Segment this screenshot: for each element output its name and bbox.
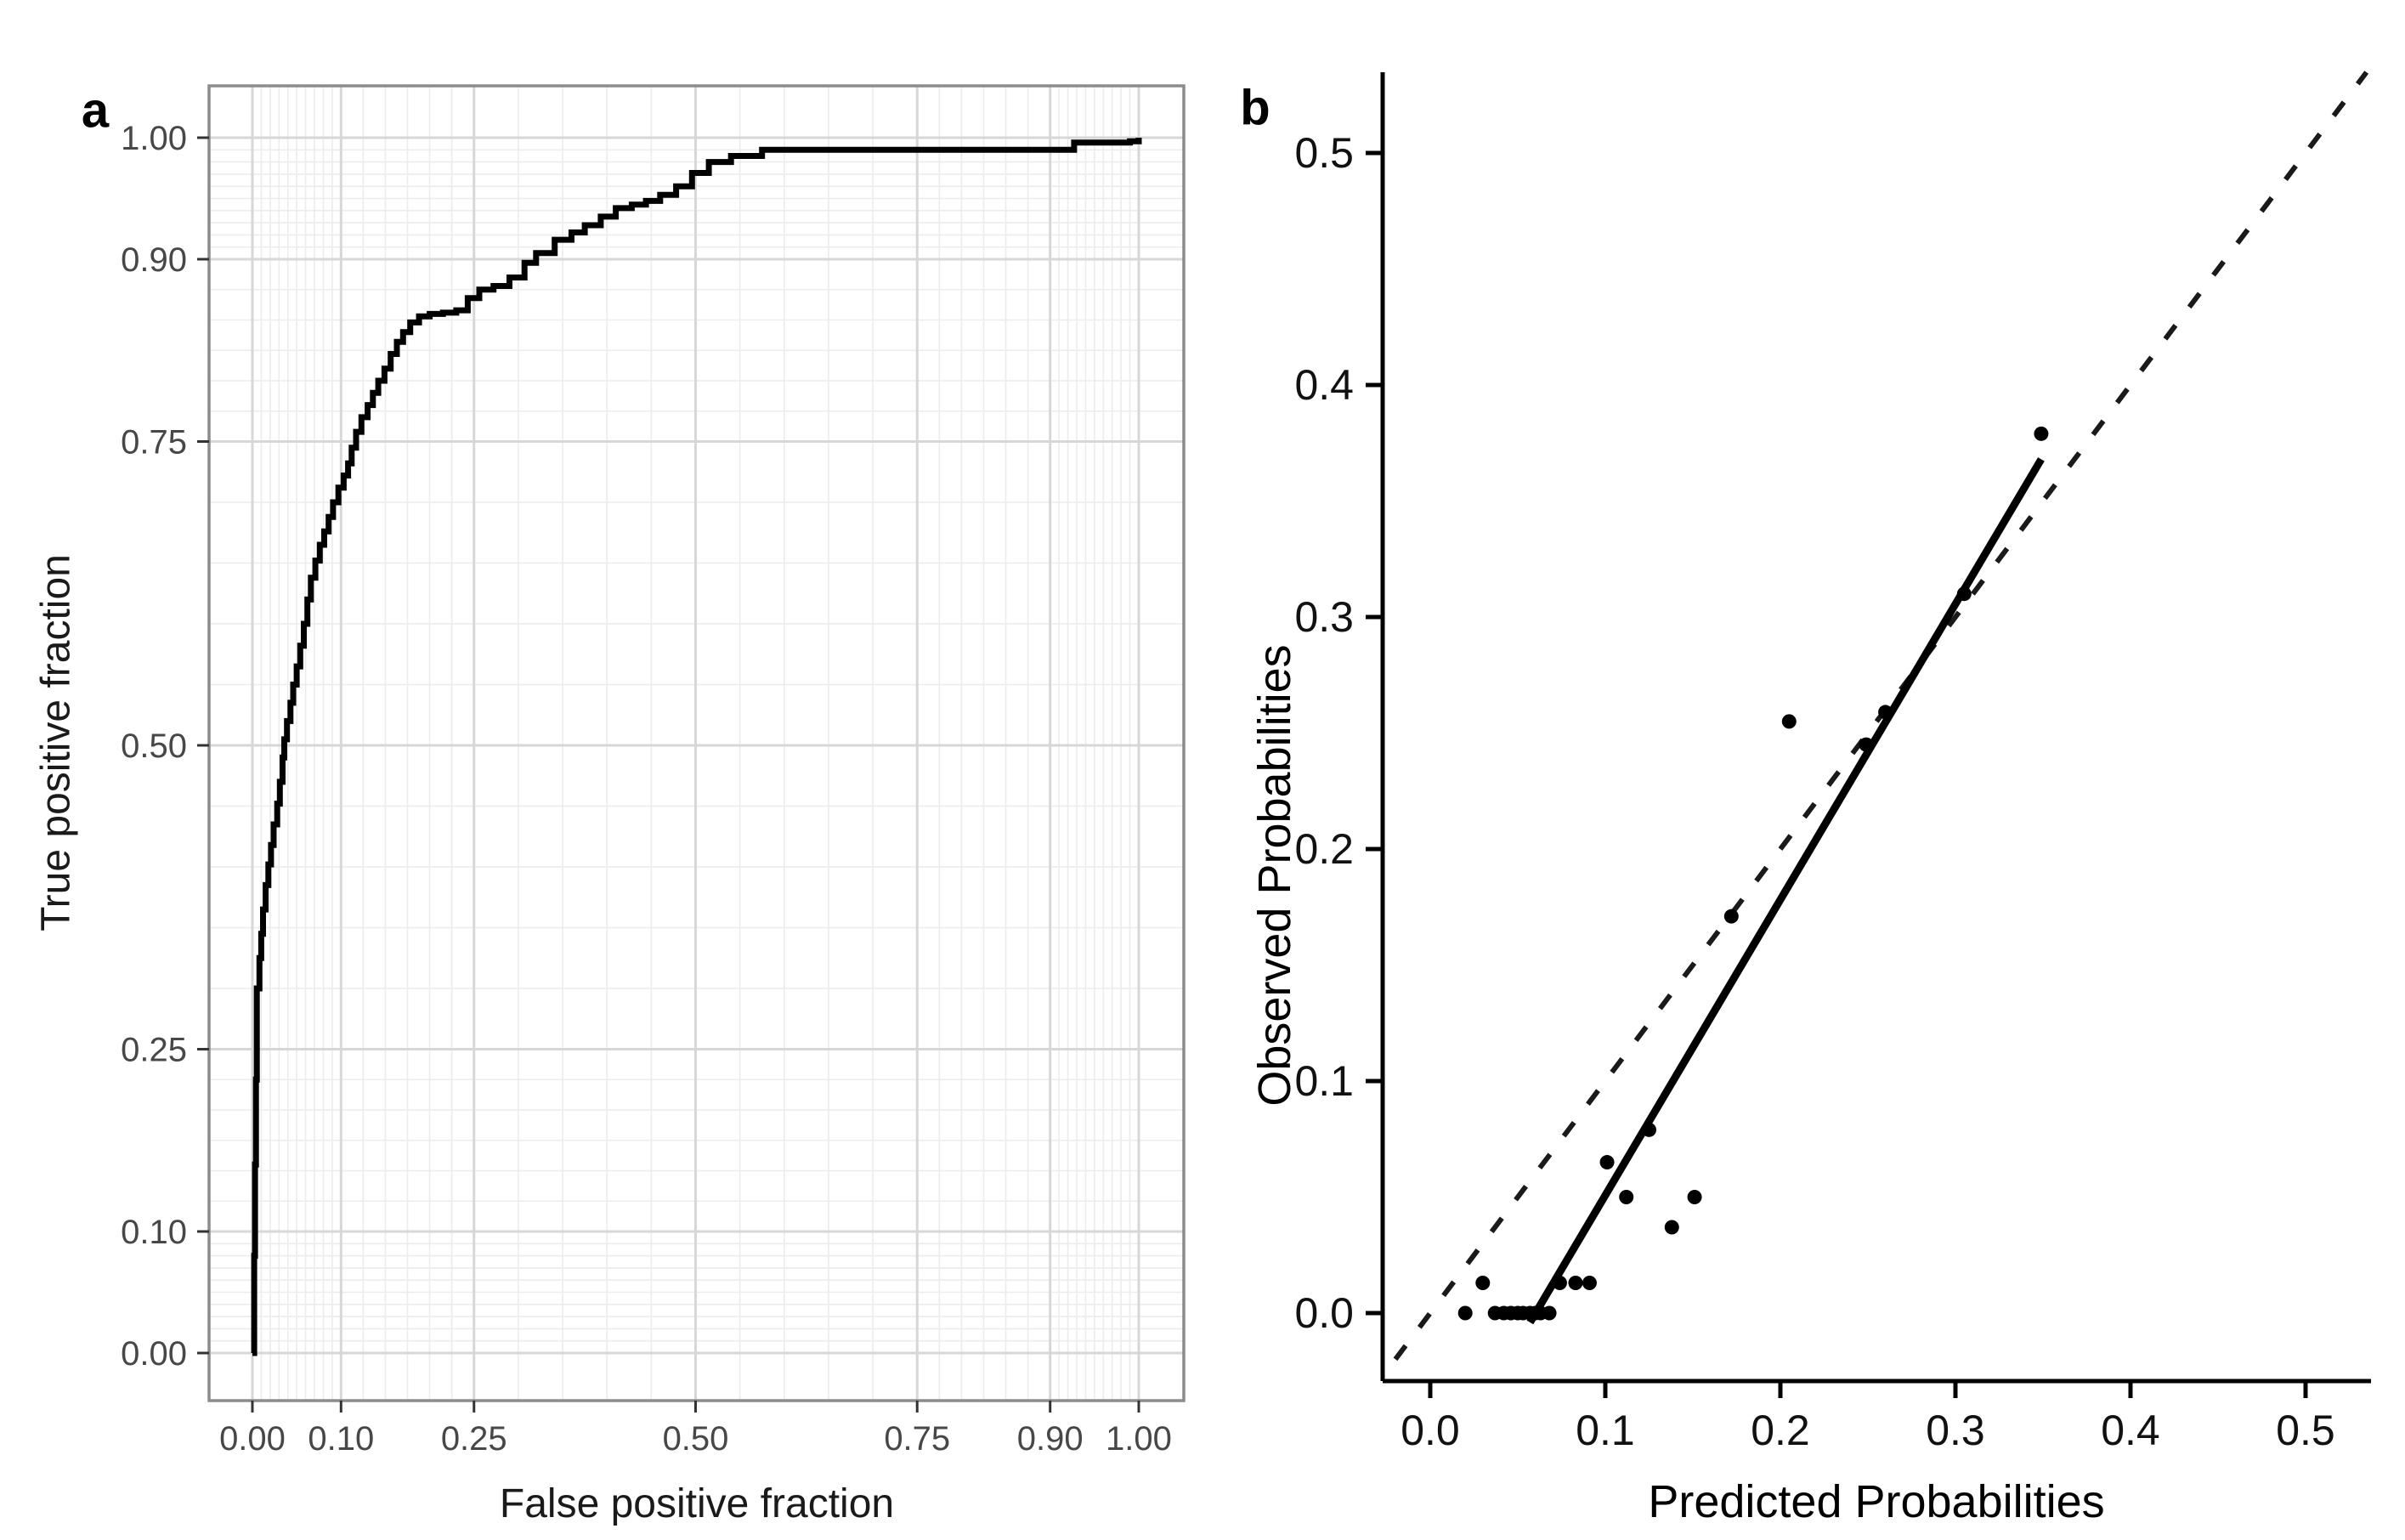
panel-a-ticks bbox=[197, 136, 1140, 1413]
svg-text:0.25: 0.25 bbox=[441, 1420, 507, 1458]
svg-text:0.90: 0.90 bbox=[121, 241, 187, 279]
panel-b-label: b bbox=[1240, 80, 1270, 136]
panel-b-x-axis-title: Predicted Probabilities bbox=[1648, 1476, 2105, 1527]
svg-text:0.3: 0.3 bbox=[1926, 1407, 1985, 1454]
panel-b-tick-labels: 0.0 0.0 0.1 0.1 0.2 0.2 0.3 0.3 0.4 0.4 0.5 0.5 bbox=[1294, 129, 2334, 1454]
panel-b-axes bbox=[1380, 72, 2371, 1384]
panel-a-y-axis-title: True positive fraction bbox=[33, 554, 79, 931]
panel-b-y-axis-title: Observed Probabilities bbox=[1249, 644, 1300, 1107]
svg-text:0.50: 0.50 bbox=[663, 1420, 729, 1458]
svg-text:0.10: 0.10 bbox=[308, 1420, 374, 1458]
panel-b-fit-line bbox=[1526, 457, 2045, 1325]
svg-text:0.25: 0.25 bbox=[121, 1032, 187, 1069]
svg-text:0.0: 0.0 bbox=[1294, 1289, 1354, 1337]
svg-text:0.50: 0.50 bbox=[121, 728, 187, 765]
panel-a-tick-labels: 0.00 0.00 0.10 0.10 0.25 0.25 0.50 0.50 0.75 0.75… bbox=[121, 120, 1172, 1458]
svg-text:1.00: 1.00 bbox=[1106, 1420, 1172, 1458]
svg-text:0.5: 0.5 bbox=[2276, 1407, 2335, 1454]
svg-text:0.00: 0.00 bbox=[219, 1420, 286, 1458]
panel-a-x-axis-title: False positive fraction bbox=[499, 1481, 895, 1526]
svg-text:0.1: 0.1 bbox=[1576, 1407, 1635, 1454]
svg-text:0.90: 0.90 bbox=[1017, 1420, 1084, 1458]
svg-text:0.2: 0.2 bbox=[1751, 1407, 1810, 1454]
svg-text:0.75: 0.75 bbox=[121, 424, 187, 461]
svg-text:0.5: 0.5 bbox=[1294, 129, 1354, 177]
panel-a-major-grid bbox=[209, 86, 1184, 1401]
svg-text:0.3: 0.3 bbox=[1294, 593, 1354, 641]
svg-text:0.4: 0.4 bbox=[1294, 361, 1354, 409]
panel-b-points bbox=[1457, 426, 2049, 1321]
svg-text:0.2: 0.2 bbox=[1294, 825, 1354, 873]
panel-a-roc-curve bbox=[251, 138, 1142, 1356]
svg-text:0.4: 0.4 bbox=[2101, 1407, 2160, 1454]
svg-text:0.75: 0.75 bbox=[884, 1420, 950, 1458]
svg-text:1.00: 1.00 bbox=[121, 120, 187, 157]
panel-a-label: a bbox=[81, 82, 110, 139]
svg-text:0.10: 0.10 bbox=[121, 1214, 187, 1251]
svg-text:0.00: 0.00 bbox=[121, 1335, 187, 1373]
svg-text:0.0: 0.0 bbox=[1401, 1407, 1460, 1454]
svg-text:0.1: 0.1 bbox=[1294, 1057, 1354, 1105]
panel-b-ticks bbox=[1366, 150, 2308, 1398]
panel-a-minor-grid bbox=[209, 86, 1184, 1401]
